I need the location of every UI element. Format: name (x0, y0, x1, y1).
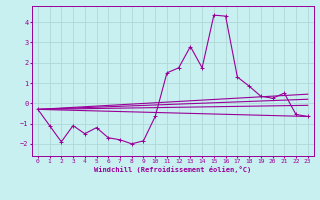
X-axis label: Windchill (Refroidissement éolien,°C): Windchill (Refroidissement éolien,°C) (94, 166, 252, 173)
